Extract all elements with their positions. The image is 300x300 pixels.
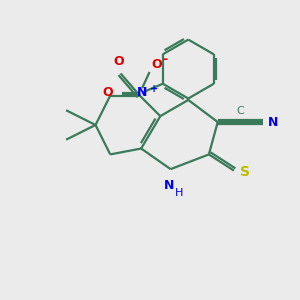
Text: O: O xyxy=(102,86,113,99)
Text: N: N xyxy=(137,86,147,99)
Text: +: + xyxy=(150,84,158,94)
Text: O: O xyxy=(151,58,162,71)
Text: S: S xyxy=(240,165,250,179)
Text: N: N xyxy=(268,116,278,128)
Text: H: H xyxy=(175,188,184,198)
Text: N: N xyxy=(164,179,174,192)
Text: -: - xyxy=(162,53,167,66)
Text: C: C xyxy=(236,106,244,116)
Text: O: O xyxy=(114,55,124,68)
